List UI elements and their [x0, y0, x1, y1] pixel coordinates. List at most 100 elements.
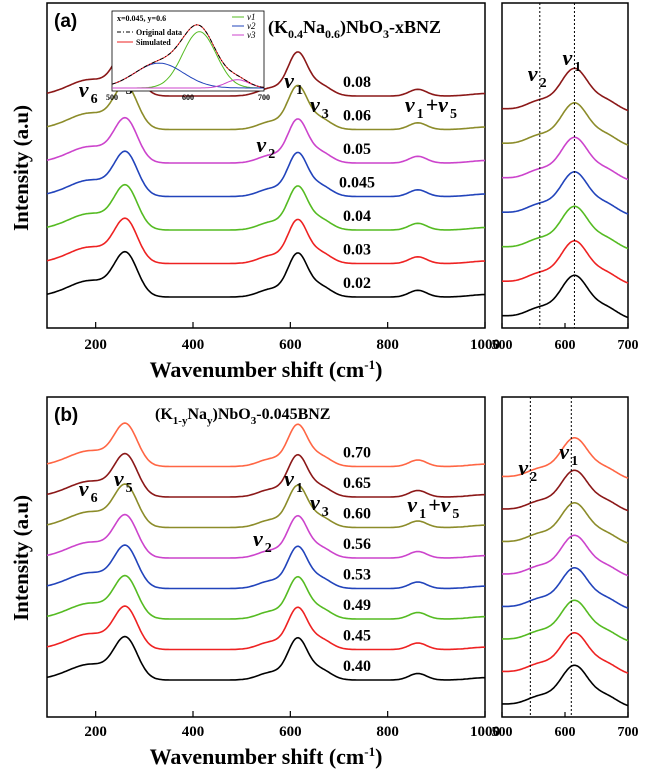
composition-label-b-0.40: 0.40	[343, 658, 371, 675]
spectrum-a-0.03	[46, 217, 485, 265]
inset-legend-nu3: ν3	[247, 30, 256, 40]
tick-label-a-800: 800	[376, 337, 399, 353]
zoom-spectrum-a-0.03	[502, 240, 629, 284]
composition-label-a-0.05: 0.05	[343, 141, 371, 158]
panel-b-y-axis-label: Intensity (a.u)	[9, 495, 33, 621]
inset-tick-500: 500	[106, 93, 118, 102]
panel-a-formula: (K0.4Na0.6)NbO3-xBNZ	[268, 17, 441, 41]
inset-legend-nu1: ν1	[247, 12, 256, 22]
zoom-spectrum-a-0.06	[502, 102, 629, 146]
tick-label-b-1000: 1000	[470, 724, 500, 740]
composition-label-a-0.03: 0.03	[343, 242, 371, 259]
panel-b-zoom-spectra	[502, 437, 629, 707]
composition-label-b-0.70: 0.70	[343, 445, 371, 462]
composition-label-b-0.49: 0.49	[343, 597, 371, 614]
spectrum-a-0.04	[46, 183, 485, 231]
zoom-tick-label-a-500: 500	[492, 338, 513, 353]
tick-label-b-400: 400	[182, 724, 205, 740]
panel-b-spectra	[46, 422, 485, 681]
zoom-spectrum-b-0.56	[502, 534, 629, 577]
zoom-spectrum-b-0.49	[502, 599, 629, 642]
zoom-spectrum-a-0.02	[502, 274, 629, 319]
spectrum-b-0.65	[46, 452, 485, 498]
composition-label-a-0.045: 0.045	[339, 175, 375, 192]
zoom-spectrum-b-0.65	[502, 469, 629, 512]
inset-component-nu3	[112, 79, 265, 89]
tick-label-b-800: 800	[376, 724, 399, 740]
zoom-tick-label-b-500: 500	[492, 725, 513, 740]
inset-caption: x=0.045, y=0.6	[117, 14, 166, 23]
panel-a-inset: x=0.045, y=0.6 Original data Simulated ν…	[106, 10, 270, 102]
spectrum-a-0.05	[46, 116, 485, 164]
panel-a-x-axis-label: Wavenumber shift (cm-1)	[150, 357, 383, 382]
inset-legend-nu2: ν2	[247, 21, 256, 31]
tick-label-b-600: 600	[279, 724, 302, 740]
zoom-spectrum-a-0.04	[502, 205, 629, 250]
panel-a-zoom-spectra	[502, 67, 629, 319]
panel-b-x-ticks: 200 400 600 800 1000	[84, 711, 500, 740]
panel-a-zoom-x-ticks: 500 600 700	[492, 323, 639, 353]
zoom-spectrum-a-0.045	[502, 171, 629, 215]
panel-a-y-axis-label: Intensity (a.u)	[9, 105, 33, 231]
inset-original-curve	[111, 24, 265, 88]
zoom-spectrum-b-0.53	[502, 567, 629, 609]
spectrum-a-0.045	[46, 150, 485, 198]
zoom-spectrum-b-0.40	[502, 664, 629, 707]
inset-frame	[111, 10, 265, 92]
tick-label-a-200: 200	[84, 337, 107, 353]
zoom-tick-label-b-600: 600	[555, 725, 576, 740]
composition-label-a-0.02: 0.02	[343, 275, 371, 292]
zoom-spectrum-b-0.45	[502, 632, 629, 674]
panel-b-zoom-x-ticks: 500 600 700	[492, 712, 639, 740]
panel-a-tag: (a)	[54, 11, 77, 32]
panel-a-x-ticks: 200 400 600 800 1000	[84, 322, 500, 353]
zoom-tick-label-b-700: 700	[618, 725, 639, 740]
zoom-tick-label-a-600: 600	[555, 338, 576, 353]
spectrum-b-0.40	[46, 635, 485, 681]
panel-b-formula: (K1-yNay)NbO3-0.045BNZ	[155, 406, 330, 427]
inset-legend-simulated: Simulated	[136, 38, 171, 47]
composition-label-a-0.06: 0.06	[343, 108, 371, 125]
panel-b-peak-labels: ν 6ν 5ν 2ν 1ν 3 ν 1+ν 5	[79, 466, 460, 556]
inset-legend-original: Original data	[136, 28, 182, 37]
zoom-spectrum-b-0.60	[502, 502, 629, 544]
spectrum-b-0.49	[46, 574, 485, 620]
tick-label-a-400: 400	[182, 337, 205, 353]
panel-b-main-frame	[46, 396, 486, 718]
tick-label-a-600: 600	[279, 337, 302, 353]
composition-label-b-0.53: 0.53	[343, 567, 371, 584]
zoom-spectrum-b-0.70	[502, 437, 629, 479]
zoom-tick-label-a-700: 700	[618, 338, 639, 353]
panel-b: 200 400 600 800 1000 500 600 700 0.40 0.45 0.49 0…	[9, 396, 639, 769]
spectrum-b-0.70	[46, 422, 485, 468]
composition-label-a-0.04: 0.04	[343, 208, 371, 225]
panel-a: 200 400 600 800 1000 500 600 700 0.020.030.040…	[9, 2, 639, 382]
panel-a-composition-labels: 0.02 0.03 0.04 0.045 0.05 0.06 0.08	[339, 74, 375, 292]
spectrum-b-0.45	[46, 605, 485, 651]
spectrum-b-0.53	[46, 544, 485, 590]
zoom-spectrum-a-0.05	[502, 136, 629, 181]
inset-tick-600: 600	[182, 93, 194, 102]
spectrum-b-0.56	[46, 513, 485, 559]
composition-label-a-0.08: 0.08	[343, 74, 371, 91]
composition-label-b-0.56: 0.56	[343, 536, 371, 553]
spectrum-b-0.60	[46, 483, 485, 529]
panel-b-x-axis-label: Wavenumber shift (cm-1)	[150, 744, 383, 769]
composition-label-b-0.45: 0.45	[343, 628, 371, 645]
composition-label-b-0.60: 0.60	[343, 506, 371, 523]
inset-tick-700: 700	[258, 93, 270, 102]
tick-label-a-1000: 1000	[470, 337, 500, 353]
panel-b-tag: (b)	[54, 405, 78, 426]
panel-b-composition-labels: 0.40 0.45 0.49 0.53 0.56 0.60 0.65 0.70	[343, 445, 371, 676]
inset-curves	[111, 24, 265, 89]
tick-label-b-200: 200	[84, 724, 107, 740]
panel-a-main-frame	[46, 2, 486, 329]
